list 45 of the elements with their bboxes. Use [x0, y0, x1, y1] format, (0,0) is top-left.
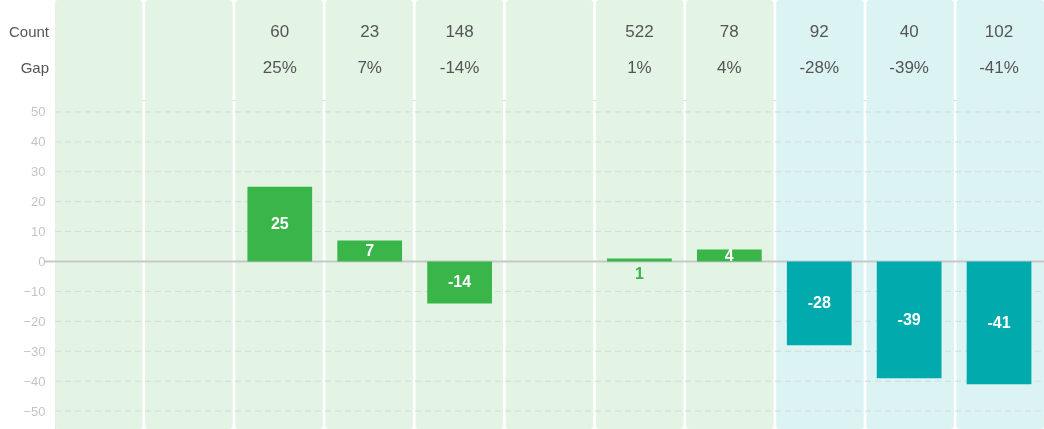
text: 78: [719, 22, 739, 41]
y-tick-label: 30: [31, 164, 46, 180]
data-label: 1: [634, 265, 644, 283]
data-label: 25: [270, 215, 289, 233]
data-label: -39: [897, 310, 921, 328]
y-tick-label: −40: [23, 373, 46, 389]
text: 102: [984, 22, 1014, 41]
text: -28%: [799, 58, 840, 77]
text: -41%: [979, 58, 1019, 77]
data-label: -41: [987, 313, 1011, 331]
text: Count: [8, 23, 50, 40]
bar: [786, 261, 852, 346]
text: 23: [360, 22, 380, 41]
text: 4%: [717, 58, 742, 77]
bar: [247, 186, 313, 262]
y-tick-label: −20: [23, 313, 46, 329]
data-label: 4: [724, 246, 734, 264]
y-tick-label: −50: [23, 403, 46, 419]
bar: [876, 261, 942, 379]
y-tick-label: 0: [38, 254, 46, 270]
bar: [337, 240, 403, 262]
data-label: 7: [365, 242, 375, 260]
bar: [607, 258, 672, 262]
text: 7%: [357, 58, 382, 77]
text: 25%: [262, 58, 297, 77]
y-tick-label: 20: [31, 194, 46, 210]
y-tick-label: 40: [31, 134, 46, 150]
bar: [696, 249, 762, 262]
text: 1%: [627, 58, 652, 77]
y-tick-label: −10: [23, 283, 46, 299]
y-tick-label: −30: [23, 343, 46, 359]
text: Gap: [20, 59, 49, 76]
y-tick-label: 50: [31, 104, 46, 120]
text: -14%: [439, 58, 480, 77]
text: 92: [809, 22, 829, 41]
text: 148: [445, 22, 474, 41]
bar: [427, 261, 492, 304]
bar: [966, 261, 1032, 385]
text: 522: [625, 22, 654, 41]
data-label: -14: [448, 273, 472, 291]
y-tick-label: 10: [31, 224, 46, 240]
text: 60: [270, 22, 290, 41]
text: 40: [899, 22, 919, 41]
data-label: -28: [807, 294, 831, 312]
text: -39%: [889, 58, 929, 77]
